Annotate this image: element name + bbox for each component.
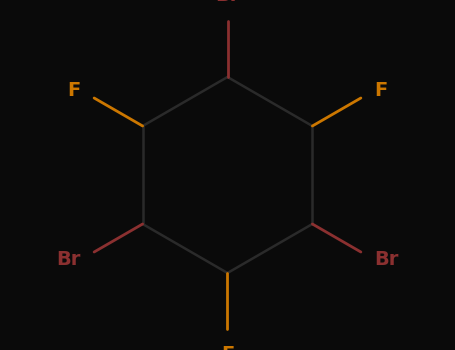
Text: Br: Br <box>215 0 240 5</box>
Text: Br: Br <box>374 250 399 270</box>
Text: Br: Br <box>56 250 81 270</box>
Text: F: F <box>67 80 81 100</box>
Text: F: F <box>221 345 234 350</box>
Text: F: F <box>374 80 388 100</box>
